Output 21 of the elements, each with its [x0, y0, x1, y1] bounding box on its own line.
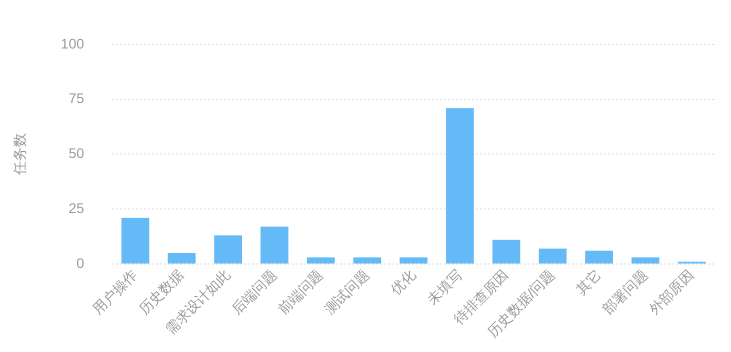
x-tick-label: 优化: [387, 266, 418, 298]
bar: [400, 257, 428, 264]
bar: [446, 108, 474, 264]
y-axis-title: 任务数: [11, 133, 28, 176]
bar: [260, 226, 288, 264]
x-tick-label: 未填写: [424, 266, 465, 308]
y-tick-label: 50: [68, 145, 84, 162]
x-tick-label: 用户操作: [89, 266, 140, 318]
bar: [353, 257, 382, 264]
bar: [121, 218, 150, 264]
bar: [585, 250, 613, 264]
y-tick-label: 100: [60, 35, 84, 52]
y-tick-label: 75: [68, 90, 84, 106]
bar: [306, 257, 335, 264]
bar: [214, 235, 242, 264]
y-tick-label: 0: [76, 254, 84, 271]
bar: [492, 240, 520, 264]
bar: [538, 248, 567, 264]
y-tick-label: 25: [68, 200, 84, 216]
bar: [168, 252, 196, 264]
bar: [632, 257, 660, 264]
